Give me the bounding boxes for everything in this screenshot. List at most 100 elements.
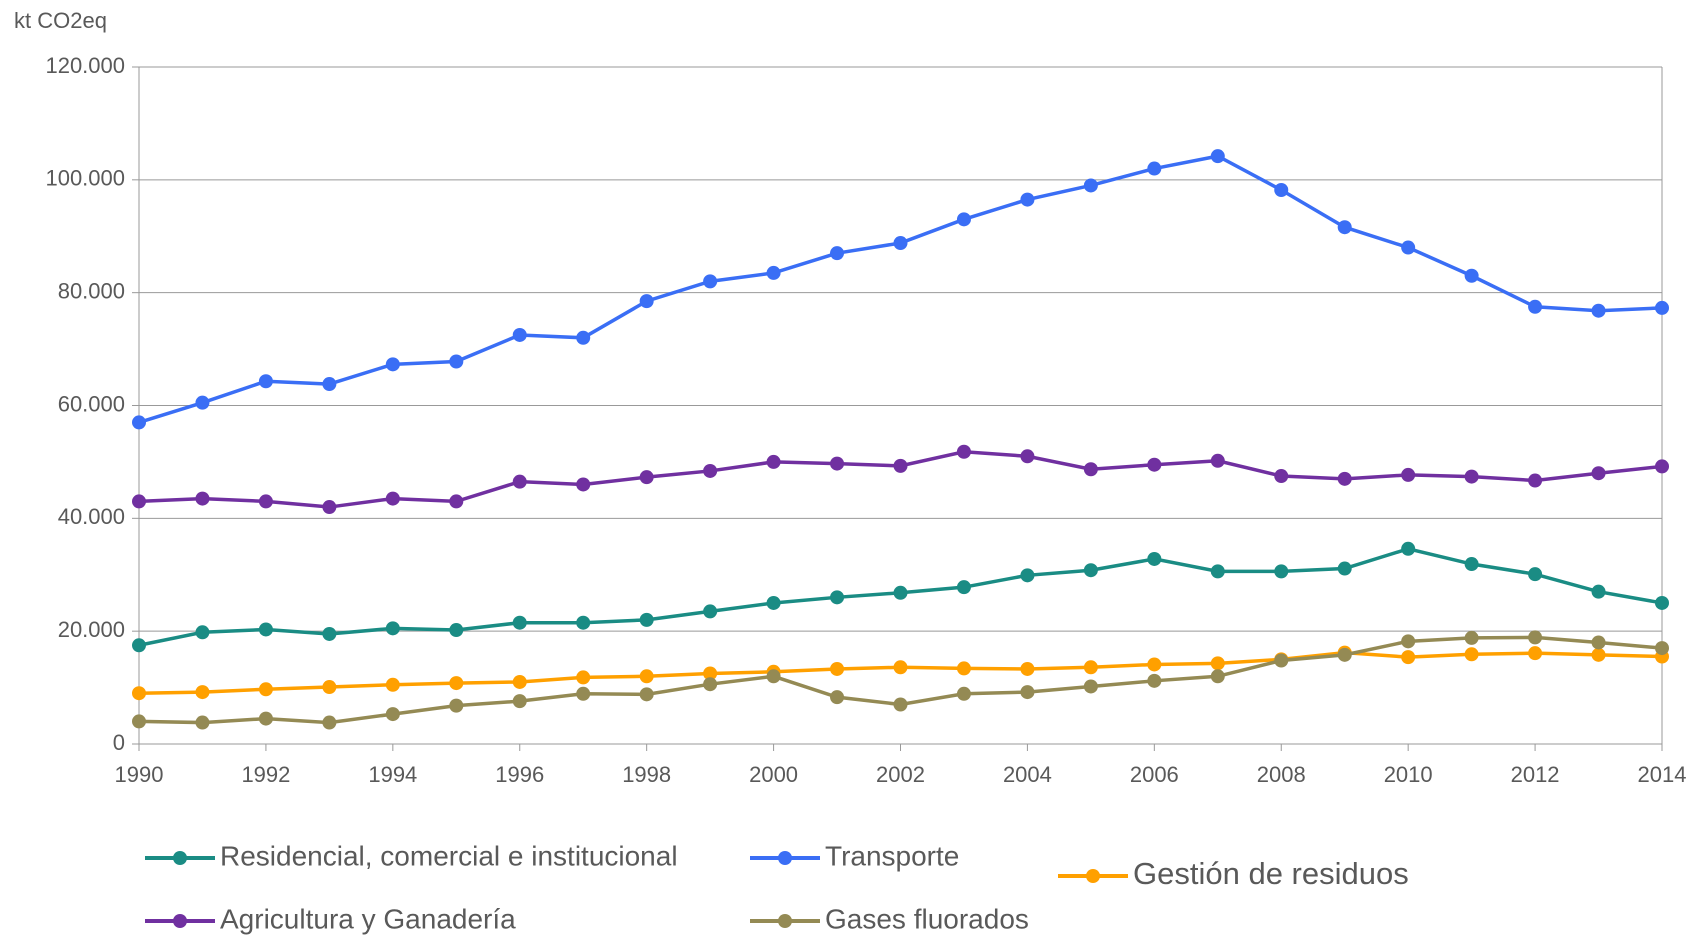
x-tick-label: 2006	[1130, 762, 1179, 787]
data-point	[1274, 469, 1289, 484]
x-tick-label: 2004	[1003, 762, 1052, 787]
data-point	[1464, 647, 1479, 662]
data-point	[1401, 541, 1416, 556]
data-point	[1337, 647, 1352, 662]
data-point	[956, 580, 971, 595]
x-tick-label: 2008	[1257, 762, 1306, 787]
data-point	[703, 604, 718, 619]
data-point	[512, 615, 527, 630]
data-point	[956, 444, 971, 459]
data-point	[576, 477, 591, 492]
data-point	[830, 661, 845, 676]
data-point	[766, 595, 781, 610]
x-tick-label: 1996	[495, 762, 544, 787]
x-tick-label: 2014	[1638, 762, 1687, 787]
data-point	[1020, 568, 1035, 583]
data-point	[1401, 634, 1416, 649]
data-point	[449, 676, 464, 691]
data-point	[449, 354, 464, 369]
data-point	[1147, 457, 1162, 472]
data-point	[956, 661, 971, 676]
y-tick-label: 60.000	[58, 391, 125, 416]
data-point	[195, 715, 210, 730]
data-point	[1020, 661, 1035, 676]
data-point	[322, 377, 337, 392]
data-point	[766, 454, 781, 469]
data-point	[449, 494, 464, 509]
data-point	[639, 669, 654, 684]
y-tick-label: 0	[113, 730, 125, 755]
data-point	[385, 707, 400, 722]
data-point	[512, 674, 527, 689]
data-point	[385, 677, 400, 692]
legend-label: Gases fluorados	[825, 903, 1029, 934]
data-point	[703, 666, 718, 681]
data-point	[1528, 567, 1543, 582]
data-point	[512, 327, 527, 342]
y-axis-label: kt CO2eq	[14, 8, 107, 33]
data-point	[258, 494, 273, 509]
data-point	[1591, 584, 1606, 599]
y-tick-label: 80.000	[58, 278, 125, 303]
data-point	[893, 236, 908, 251]
legend-marker	[1086, 869, 1100, 883]
data-point	[639, 294, 654, 309]
data-point	[512, 474, 527, 489]
legend-label: Transporte	[825, 840, 959, 871]
data-point	[639, 470, 654, 485]
data-point	[703, 463, 718, 478]
data-point	[132, 714, 146, 729]
data-point	[385, 621, 400, 636]
data-point	[258, 711, 273, 726]
data-point	[1401, 467, 1416, 482]
data-point	[1655, 459, 1669, 474]
data-point	[703, 274, 718, 289]
data-point	[1083, 679, 1098, 694]
data-point	[1591, 635, 1606, 650]
data-point	[1655, 300, 1669, 315]
data-point	[258, 622, 273, 637]
data-point	[1528, 630, 1543, 645]
x-tick-label: 1994	[368, 762, 417, 787]
data-point	[830, 590, 845, 605]
y-tick-label: 40.000	[58, 504, 125, 529]
data-point	[576, 615, 591, 630]
data-point	[703, 677, 718, 692]
legend-label: Residencial, comercial e institucional	[220, 840, 678, 871]
x-tick-label: 2000	[749, 762, 798, 787]
y-tick-label: 120.000	[45, 53, 125, 78]
data-point	[1210, 453, 1225, 468]
data-point	[766, 669, 781, 684]
data-point	[893, 660, 908, 675]
data-point	[1020, 449, 1035, 464]
data-point	[1401, 650, 1416, 665]
series-line	[138, 154, 1663, 425]
data-point	[1020, 192, 1035, 207]
data-point	[132, 638, 146, 653]
data-point	[322, 680, 337, 695]
data-point	[1083, 563, 1098, 578]
data-point	[322, 715, 337, 730]
data-point	[1020, 685, 1035, 700]
x-tick-label: 2010	[1384, 762, 1433, 787]
legend-marker	[778, 914, 792, 928]
data-point	[1274, 653, 1289, 668]
data-point	[830, 456, 845, 471]
data-point	[1464, 630, 1479, 645]
data-point	[576, 686, 591, 701]
legend-label: Agricultura y Ganadería	[220, 903, 516, 934]
data-point	[1464, 268, 1479, 283]
data-point	[1083, 660, 1098, 675]
data-point	[258, 374, 273, 389]
data-point	[893, 585, 908, 600]
data-point	[1083, 178, 1098, 193]
data-point	[322, 626, 337, 641]
legend-marker	[778, 851, 792, 865]
data-point	[639, 612, 654, 627]
data-point	[1591, 466, 1606, 481]
data-point	[385, 491, 400, 506]
data-point	[132, 494, 146, 509]
y-tick-label: 100.000	[45, 166, 125, 191]
data-point	[195, 625, 210, 640]
data-point	[1655, 641, 1669, 656]
